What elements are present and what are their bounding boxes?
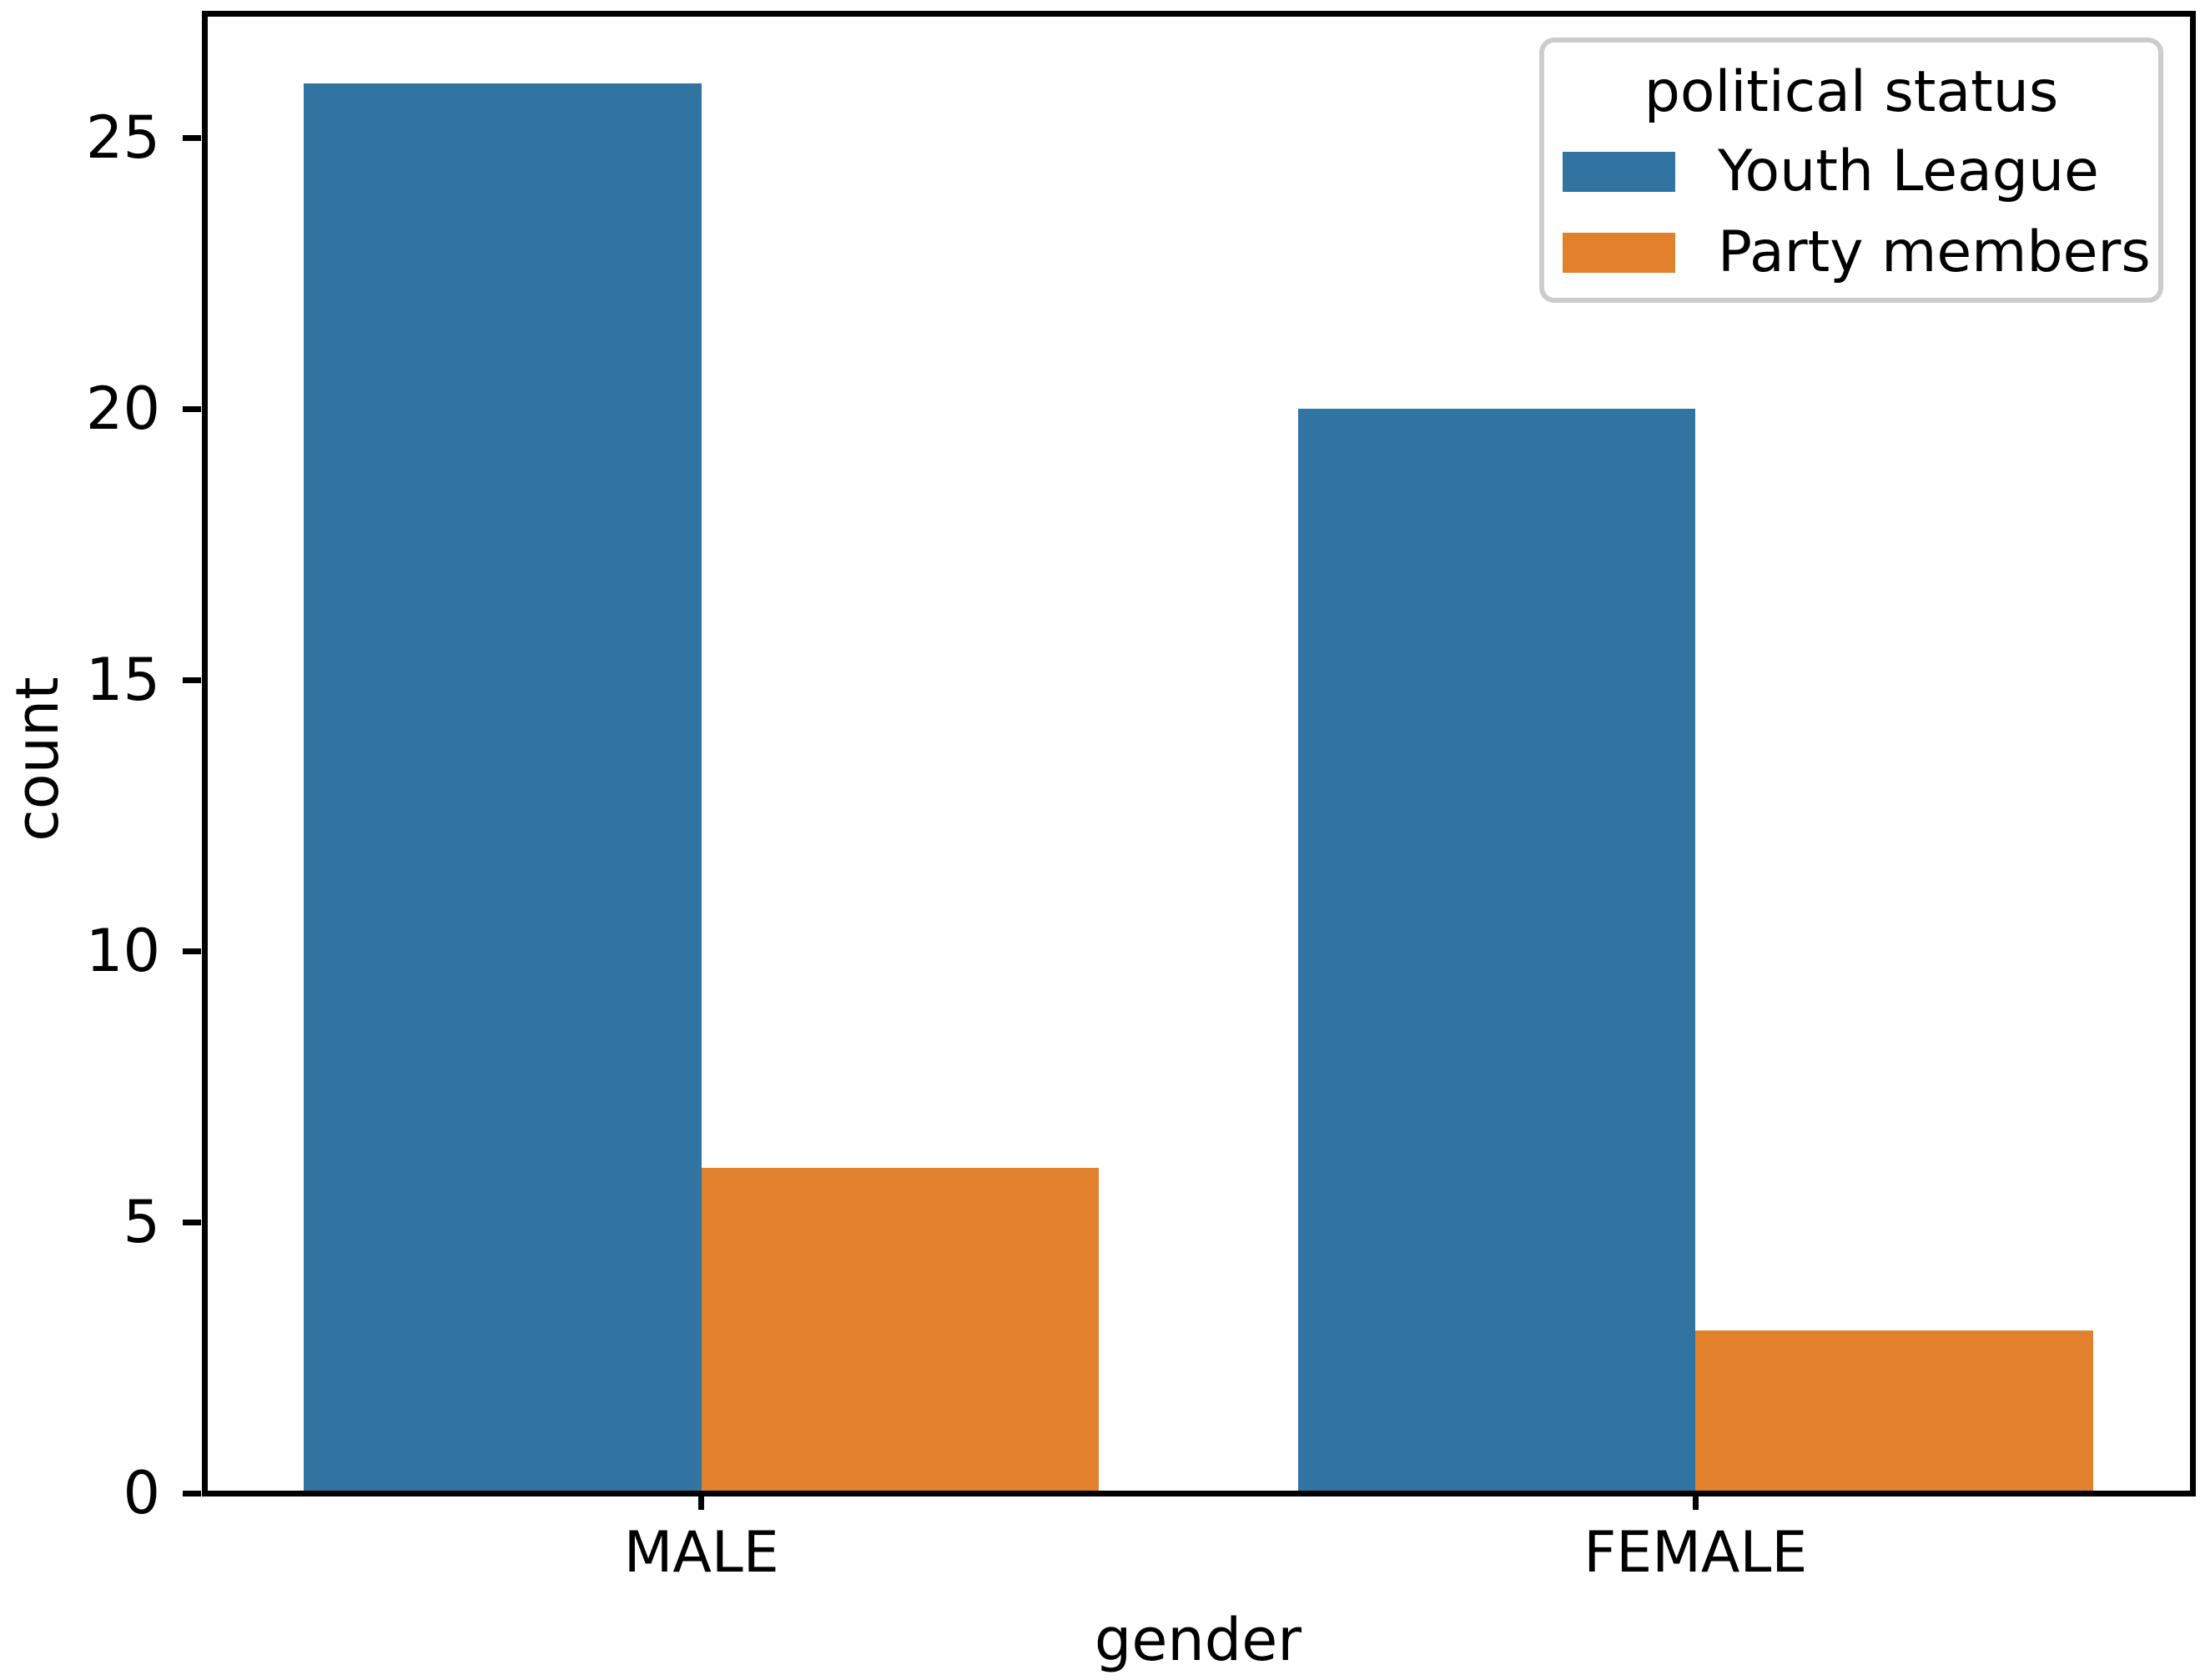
x-tick-label: MALE <box>623 1520 779 1586</box>
x-axis-label: gender <box>1094 1606 1302 1674</box>
y-tick-label: 5 <box>123 1188 160 1257</box>
y-tick-mark <box>183 134 201 141</box>
legend-label: Party members <box>1718 219 2151 285</box>
y-tick-label: 0 <box>123 1459 160 1527</box>
x-tick-mark <box>1692 1496 1699 1510</box>
legend-label: Youth League <box>1718 138 2099 204</box>
legend: political status Youth League Party membe… <box>1539 38 2163 303</box>
y-tick-mark <box>183 1219 201 1225</box>
legend-title: political status <box>1644 59 2059 125</box>
legend-swatch-icon <box>1563 151 1675 192</box>
legend-row: Youth League <box>1544 131 2158 212</box>
x-tick-mark <box>698 1496 705 1510</box>
bar-female-party-members <box>1695 1330 2093 1493</box>
y-tick-label: 10 <box>85 917 160 986</box>
bar-female-youth-league <box>1297 409 1696 1493</box>
y-tick-mark <box>183 405 201 412</box>
y-tick-mark <box>183 948 201 954</box>
y-tick-label: 15 <box>85 646 160 715</box>
y-tick-label: 25 <box>85 103 160 173</box>
legend-items: Youth League Party members <box>1544 131 2158 293</box>
legend-swatch-icon <box>1563 232 1675 273</box>
bar-male-party-members <box>701 1168 1100 1493</box>
y-tick-mark <box>183 677 201 683</box>
legend-row: Party members <box>1544 212 2158 293</box>
y-tick-mark <box>183 1490 201 1496</box>
y-tick-label: 20 <box>85 375 160 444</box>
bar-male-youth-league <box>304 83 702 1493</box>
x-tick-label: FEMALE <box>1583 1520 1808 1586</box>
